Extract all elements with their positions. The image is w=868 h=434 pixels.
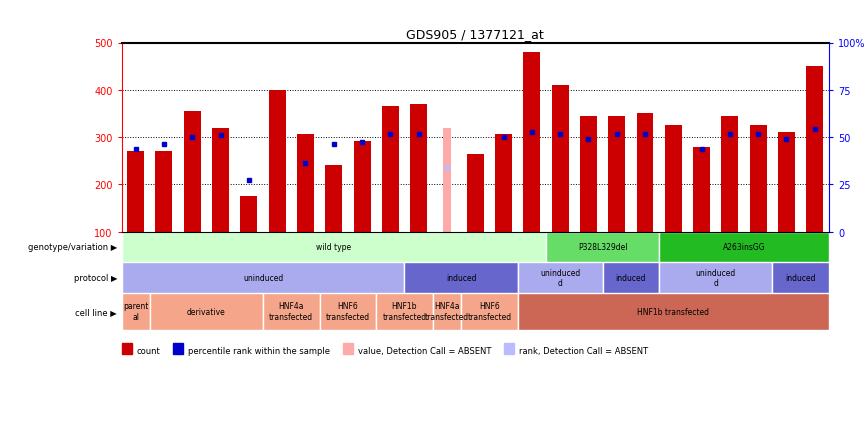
Bar [404, 263, 517, 293]
Bar [269, 91, 286, 232]
Text: induced: induced [786, 273, 816, 282]
Text: derivative: derivative [187, 307, 226, 316]
Bar [263, 293, 319, 330]
Bar [517, 293, 829, 330]
Text: value, Detection Call = ABSENT: value, Detection Call = ABSENT [358, 346, 491, 355]
Bar [665, 126, 681, 232]
Bar [326, 166, 342, 232]
Bar [659, 263, 773, 293]
Text: wild type: wild type [316, 243, 352, 252]
Bar [122, 263, 404, 293]
Text: uninduced
d: uninduced d [540, 268, 580, 287]
Bar [150, 293, 263, 330]
Text: cell line ▶: cell line ▶ [76, 307, 117, 316]
Bar [552, 86, 569, 232]
Text: uninduced: uninduced [243, 273, 283, 282]
Bar [580, 117, 597, 232]
Bar [376, 293, 433, 330]
Bar [636, 113, 654, 232]
Text: HNF1b
transfected: HNF1b transfected [383, 302, 426, 321]
Bar [546, 232, 659, 263]
Bar [602, 263, 659, 293]
Title: GDS905 / 1377121_at: GDS905 / 1377121_at [406, 28, 544, 41]
Text: HNF4a
transfected: HNF4a transfected [424, 302, 469, 321]
Bar [128, 152, 144, 232]
Bar [443, 128, 451, 232]
Bar [240, 197, 257, 232]
Text: induced: induced [615, 273, 646, 282]
Bar [608, 117, 625, 232]
Bar [495, 135, 512, 232]
Text: count: count [136, 346, 160, 355]
Text: induced: induced [446, 273, 477, 282]
Bar [212, 128, 229, 232]
Bar [411, 105, 427, 232]
Bar [659, 232, 829, 263]
Text: genotype/variation ▶: genotype/variation ▶ [28, 243, 117, 252]
Text: HNF4a
transfected: HNF4a transfected [269, 302, 313, 321]
Text: A263insGG: A263insGG [723, 243, 766, 252]
Text: P328L329del: P328L329del [578, 243, 628, 252]
Text: uninduced
d: uninduced d [695, 268, 736, 287]
Bar [694, 147, 710, 232]
Text: HNF6
transfected: HNF6 transfected [326, 302, 370, 321]
Text: parent
al: parent al [123, 302, 148, 321]
Bar [461, 293, 517, 330]
Text: protocol ▶: protocol ▶ [74, 273, 117, 282]
Bar [750, 126, 766, 232]
Text: rank, Detection Call = ABSENT: rank, Detection Call = ABSENT [519, 346, 648, 355]
Bar [433, 293, 461, 330]
Bar [122, 232, 546, 263]
Bar [353, 141, 371, 232]
Bar [155, 152, 173, 232]
Bar [721, 117, 739, 232]
Bar [778, 133, 795, 232]
Bar [523, 53, 540, 232]
Bar [382, 107, 398, 232]
Bar [467, 155, 483, 232]
Text: HNF6
transfected: HNF6 transfected [467, 302, 511, 321]
Bar [184, 112, 201, 232]
Bar [806, 67, 823, 232]
Text: percentile rank within the sample: percentile rank within the sample [187, 346, 330, 355]
Bar [122, 293, 150, 330]
Bar [773, 263, 829, 293]
Bar [297, 135, 314, 232]
Bar [517, 263, 602, 293]
Bar [319, 293, 376, 330]
Text: HNF1b transfected: HNF1b transfected [637, 307, 709, 316]
